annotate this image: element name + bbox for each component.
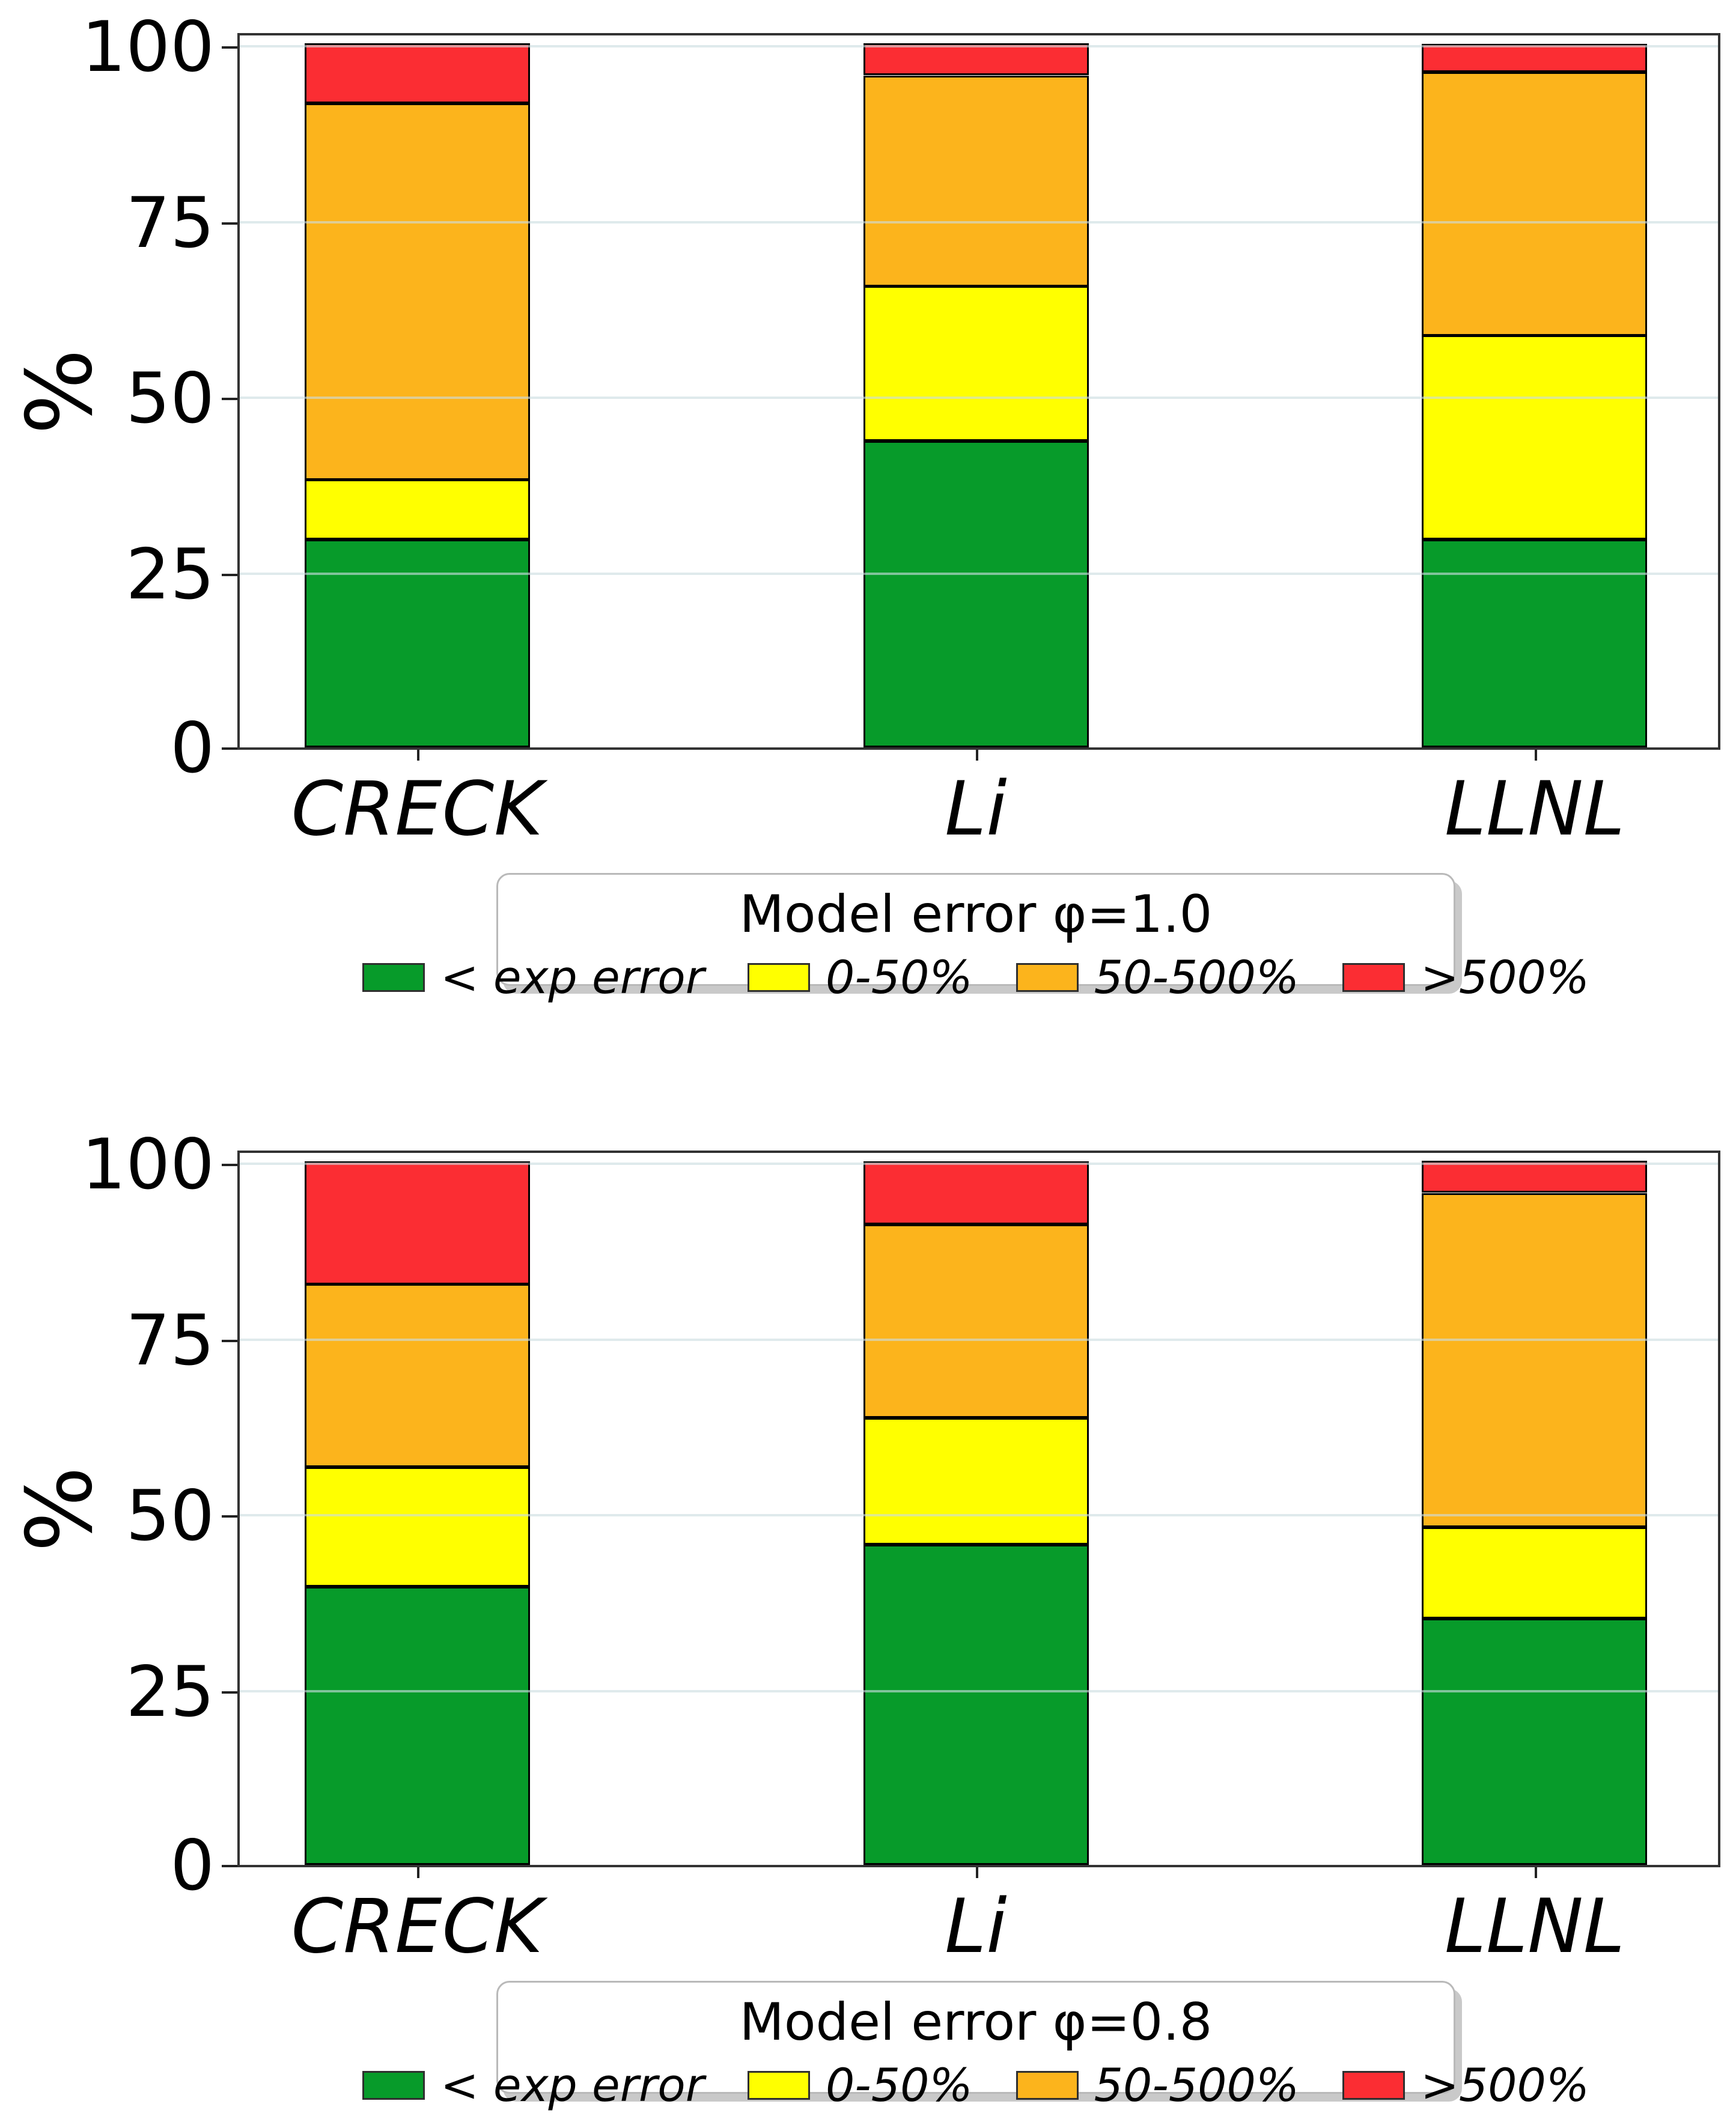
bar-segment-CRECK->500% (305, 1161, 530, 1284)
bar-segment-Li-0-50% (863, 1418, 1089, 1545)
x-tick-mark (417, 750, 419, 761)
bar-Li (863, 1153, 1089, 1865)
bar-CRECK (305, 35, 530, 747)
y-tick-label-0: 0 (170, 708, 215, 789)
legend: Model error φ=1.0 < exp error 0-50% 50-500… (362, 873, 1589, 1004)
x-tick-label-CRECK: CRECK (291, 1883, 543, 1970)
legend-swatch (747, 2071, 810, 2100)
legend-item-label: >500% (1421, 2058, 1590, 2112)
bar-segment-CRECK-< exp error (305, 540, 530, 747)
bar-CRECK (305, 1153, 530, 1865)
bar-segment-LLNL->500% (1422, 44, 1647, 72)
y-tick-mark (222, 1340, 237, 1342)
bar-segment-Li->500% (863, 1161, 1089, 1224)
legend-title: Model error φ=1.0 (739, 884, 1213, 944)
bar-segment-CRECK-0-50% (305, 479, 530, 540)
x-tick-label-LLNL: LLNL (1444, 1883, 1625, 1970)
bar-segment-CRECK-50-500% (305, 1284, 530, 1467)
y-tick-label-100: 100 (81, 1124, 215, 1205)
bar-segment-Li-50-500% (863, 76, 1089, 287)
y-tick-mark (222, 222, 237, 225)
legend: Model error φ=0.8 < exp error 0-50% 50-500… (362, 1981, 1589, 2112)
legend-item->500%: >500% (1342, 2058, 1589, 2112)
x-tick-label-CRECK: CRECK (291, 766, 543, 853)
plot-area (237, 33, 1720, 750)
y-tick-label-50: 50 (126, 358, 215, 439)
legend-item-0-50%: 0-50% (747, 2058, 973, 2112)
bar-segment-Li-50-500% (863, 1224, 1089, 1418)
y-tick-label-75: 75 (126, 1300, 215, 1381)
legend-swatch (1016, 2071, 1079, 2100)
plot-area (237, 1151, 1720, 1867)
x-tick-mark (976, 750, 978, 761)
legend-swatch (747, 963, 810, 992)
bar-segment-Li-< exp error (863, 1545, 1089, 1865)
bar-segment-Li-0-50% (863, 286, 1089, 441)
y-tick-mark (222, 1515, 237, 1518)
bar-segment-LLNL-0-50% (1422, 335, 1647, 540)
legend-swatch (362, 963, 425, 992)
legend-swatch (1342, 963, 1406, 992)
legend-item-< exp error: < exp error (362, 2058, 704, 2112)
legend-item-label: < exp error (440, 950, 704, 1004)
bar-segment-Li-< exp error (863, 441, 1089, 747)
bar-segment-LLNL-< exp error (1422, 1619, 1647, 1865)
y-tick-mark (222, 398, 237, 400)
legend-item-label: 0-50% (825, 950, 973, 1004)
bar-segment-CRECK-50-500% (305, 103, 530, 480)
x-tick-mark (1535, 1867, 1537, 1878)
x-tick-mark (1535, 750, 1537, 761)
bar-segment-CRECK-< exp error (305, 1587, 530, 1865)
legend-item-50-500%: 50-500% (1016, 2058, 1299, 2112)
y-tick-label-75: 75 (126, 183, 215, 264)
legend-item-0-50%: 0-50% (747, 950, 973, 1005)
x-tick-label-Li: Li (945, 1883, 1007, 1970)
legend-items: < exp error 0-50% 50-500% >500% (362, 950, 1589, 1005)
legend-item-label: 0-50% (825, 2058, 973, 2112)
y-tick-mark (222, 574, 237, 576)
legend-item-label: >500% (1421, 950, 1590, 1004)
x-tick-mark (417, 1867, 419, 1878)
bar-Li (863, 35, 1089, 747)
bar-segment-LLNL-50-500% (1422, 1193, 1647, 1527)
bar-segment-LLNL-< exp error (1422, 540, 1647, 747)
legend-item-label: 50-500% (1094, 950, 1300, 1004)
bar-segment-LLNL->500% (1422, 1161, 1647, 1193)
y-tick-label-100: 100 (81, 7, 215, 88)
x-tick-label-LLNL: LLNL (1444, 766, 1625, 853)
legend-swatch (1016, 963, 1079, 992)
legend-swatch (362, 2071, 425, 2100)
legend-item-50-500%: 50-500% (1016, 950, 1299, 1005)
legend-title: Model error φ=0.8 (739, 1992, 1213, 2052)
bar-segment-CRECK-0-50% (305, 1467, 530, 1587)
y-tick-mark (222, 1865, 237, 1867)
bar-segment-LLNL-50-500% (1422, 72, 1647, 336)
y-tick-label-25: 25 (126, 1652, 215, 1733)
bar-segment-LLNL-0-50% (1422, 1527, 1647, 1619)
x-tick-mark (976, 1867, 978, 1878)
y-tick-mark (222, 1691, 237, 1694)
legend-items: < exp error 0-50% 50-500% >500% (362, 2058, 1589, 2112)
legend-swatch (1342, 2071, 1406, 2100)
y-tick-label-25: 25 (126, 534, 215, 615)
legend-item-label: < exp error (440, 2058, 704, 2112)
bar-LLNL (1422, 35, 1647, 747)
y-tick-mark (222, 1164, 237, 1166)
y-tick-mark (222, 747, 237, 750)
legend-item-< exp error: < exp error (362, 950, 704, 1005)
bar-segment-Li->500% (863, 43, 1089, 75)
legend-item->500%: >500% (1342, 950, 1589, 1005)
y-tick-label-0: 0 (170, 1825, 215, 1906)
legend-item-label: 50-500% (1094, 2058, 1300, 2112)
bar-segment-CRECK->500% (305, 43, 530, 103)
bar-LLNL (1422, 1153, 1647, 1865)
y-tick-label-50: 50 (126, 1476, 215, 1557)
x-tick-label-Li: Li (945, 766, 1007, 853)
y-tick-mark (222, 46, 237, 49)
